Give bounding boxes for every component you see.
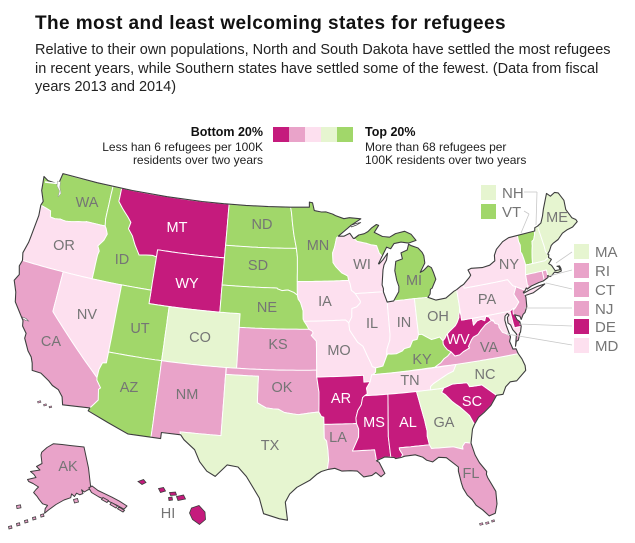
svg-text:GA: GA — [434, 415, 455, 431]
svg-text:MA: MA — [595, 244, 618, 261]
svg-text:NE: NE — [257, 300, 277, 316]
svg-text:ND: ND — [252, 217, 273, 233]
svg-text:RI: RI — [595, 263, 610, 280]
svg-text:SD: SD — [248, 258, 268, 274]
svg-text:HI: HI — [161, 506, 176, 522]
svg-text:IL: IL — [366, 316, 378, 332]
svg-text:MN: MN — [307, 238, 330, 254]
svg-text:NJ: NJ — [595, 301, 613, 318]
svg-text:PA: PA — [478, 292, 497, 308]
svg-text:FL: FL — [463, 466, 480, 482]
svg-text:CT: CT — [595, 282, 615, 299]
svg-text:WY: WY — [175, 276, 199, 292]
svg-text:WA: WA — [76, 195, 99, 211]
svg-text:OR: OR — [53, 238, 75, 254]
svg-text:NV: NV — [77, 307, 97, 323]
svg-text:UT: UT — [130, 321, 149, 337]
svg-text:VA: VA — [480, 340, 499, 356]
svg-text:MI: MI — [406, 273, 422, 289]
svg-text:CO: CO — [189, 330, 211, 346]
svg-text:MS: MS — [363, 415, 385, 431]
svg-text:CA: CA — [41, 334, 61, 350]
svg-text:OH: OH — [427, 309, 449, 325]
svg-text:AZ: AZ — [120, 380, 139, 396]
svg-text:ID: ID — [115, 252, 130, 268]
svg-text:LA: LA — [329, 430, 347, 446]
svg-text:NM: NM — [176, 387, 199, 403]
svg-text:WI: WI — [353, 257, 371, 273]
svg-text:AR: AR — [331, 391, 351, 407]
svg-text:KS: KS — [268, 337, 287, 353]
svg-text:ME: ME — [546, 210, 568, 226]
svg-text:IN: IN — [397, 315, 412, 331]
svg-text:SC: SC — [462, 394, 482, 410]
svg-text:OK: OK — [272, 380, 293, 396]
svg-text:AL: AL — [399, 415, 417, 431]
svg-text:VT: VT — [502, 204, 521, 221]
svg-text:NY: NY — [499, 257, 519, 273]
svg-text:NH: NH — [502, 185, 524, 202]
svg-text:AK: AK — [58, 459, 78, 475]
svg-text:MO: MO — [327, 343, 350, 359]
svg-text:MT: MT — [167, 220, 188, 236]
svg-text:NC: NC — [475, 367, 496, 383]
svg-text:IA: IA — [318, 294, 332, 310]
svg-text:TN: TN — [400, 373, 419, 389]
svg-text:DE: DE — [595, 319, 616, 336]
svg-text:WV: WV — [446, 332, 470, 348]
svg-text:TX: TX — [261, 438, 280, 454]
svg-text:MD: MD — [595, 338, 618, 355]
svg-text:KY: KY — [412, 352, 432, 368]
